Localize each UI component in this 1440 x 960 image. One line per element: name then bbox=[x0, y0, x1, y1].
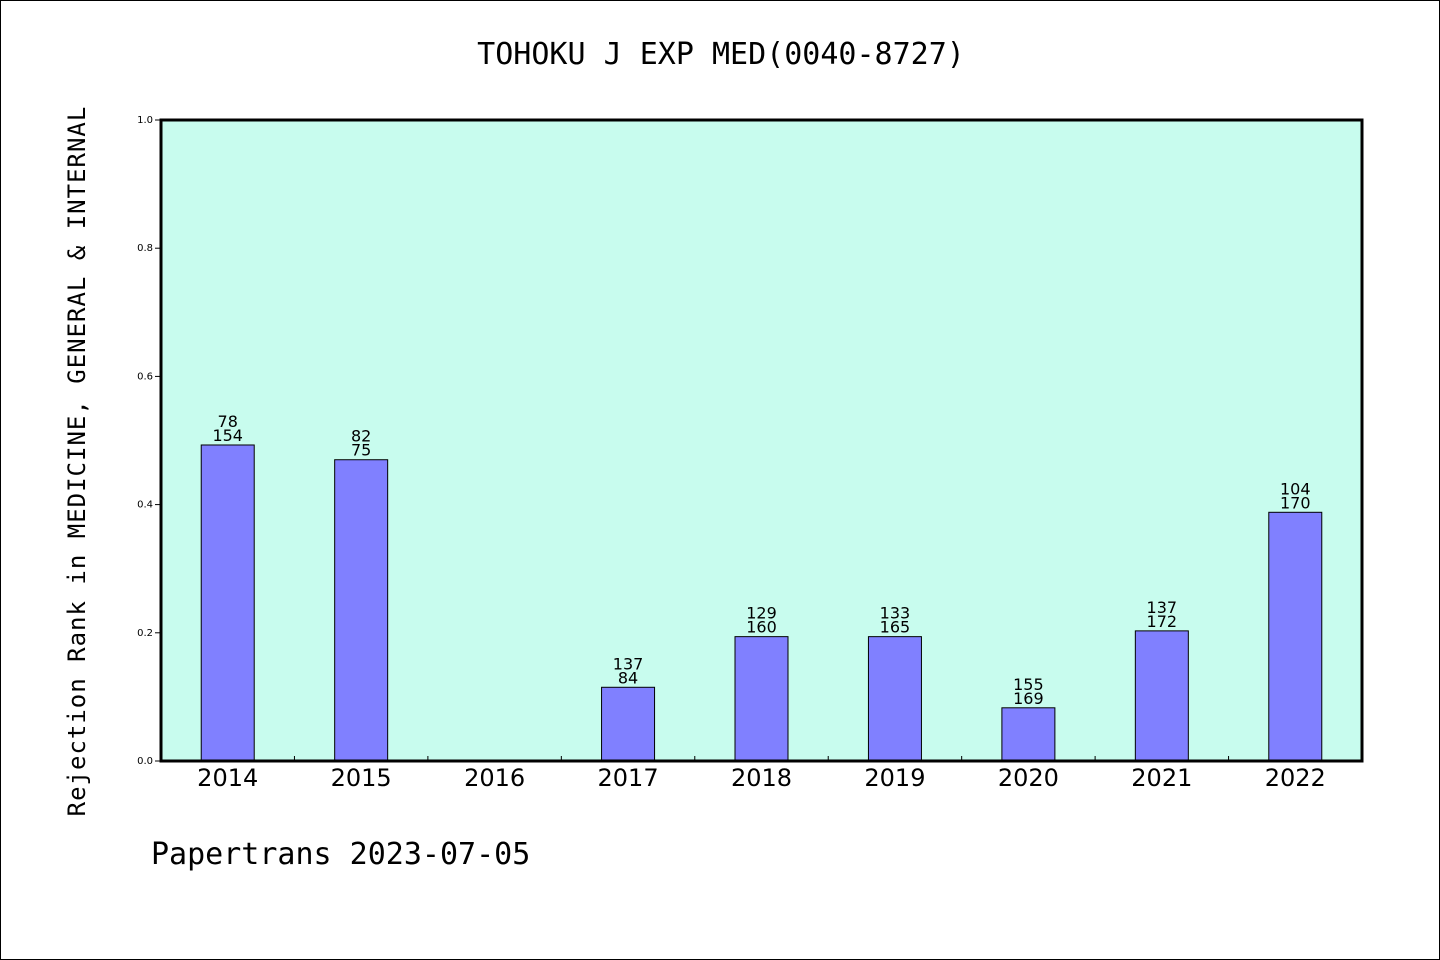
y-tick-label: 1.0 bbox=[137, 115, 153, 126]
x-tick-label: 2020 bbox=[998, 764, 1059, 792]
x-tick-label: 2022 bbox=[1265, 764, 1326, 792]
y-tick-label: 0.4 bbox=[137, 500, 153, 511]
data-label-bottom: 169 bbox=[1013, 689, 1044, 708]
bar-2014 bbox=[200, 444, 255, 762]
data-label-top: 104 bbox=[1280, 479, 1311, 498]
footer-credit: Papertrans 2023-07-05 bbox=[151, 837, 531, 872]
x-tick-label: 2015 bbox=[331, 764, 392, 792]
x-tick-label: 2017 bbox=[598, 764, 659, 792]
x-tick-label: 2014 bbox=[197, 764, 258, 792]
data-label-top: 78 bbox=[218, 412, 238, 431]
y-tick-label: 0.0 bbox=[137, 756, 153, 767]
x-tick-label: 2016 bbox=[464, 764, 525, 792]
data-label-top: 137 bbox=[613, 654, 644, 673]
data-label-top: 82 bbox=[351, 427, 371, 446]
data-label-top: 137 bbox=[1147, 598, 1178, 617]
data-label-bottom: 170 bbox=[1280, 493, 1311, 512]
data-label-bottom: 75 bbox=[351, 441, 371, 460]
bar-2015 bbox=[334, 459, 389, 762]
data-label-bottom: 84 bbox=[618, 668, 638, 687]
chart-title: TOHOKU J EXP MED(0040-8727) bbox=[477, 37, 965, 72]
data-label-bottom: 172 bbox=[1147, 612, 1178, 631]
y-tick-label: 0.2 bbox=[137, 628, 153, 639]
data-label-top: 129 bbox=[746, 604, 777, 623]
data-label-bottom: 160 bbox=[746, 618, 777, 637]
data-label-top: 133 bbox=[880, 604, 911, 623]
x-tick-label: 2018 bbox=[731, 764, 792, 792]
data-label-top: 155 bbox=[1013, 675, 1044, 694]
bar-2022 bbox=[1268, 511, 1323, 762]
bar-2021 bbox=[1134, 630, 1189, 762]
data-label-bottom: 165 bbox=[880, 618, 911, 637]
plot-frame bbox=[159, 118, 1364, 763]
y-tick-label: 0.6 bbox=[137, 371, 153, 382]
data-label-bottom: 154 bbox=[212, 426, 243, 445]
bar-2017 bbox=[601, 686, 656, 762]
x-tick-label: 2021 bbox=[1131, 764, 1192, 792]
y-tick-label: 0.8 bbox=[137, 243, 153, 254]
bar-2020 bbox=[1001, 707, 1056, 762]
bar-2019 bbox=[867, 636, 922, 762]
x-tick-label: 2019 bbox=[864, 764, 925, 792]
bar-2018 bbox=[734, 636, 789, 762]
